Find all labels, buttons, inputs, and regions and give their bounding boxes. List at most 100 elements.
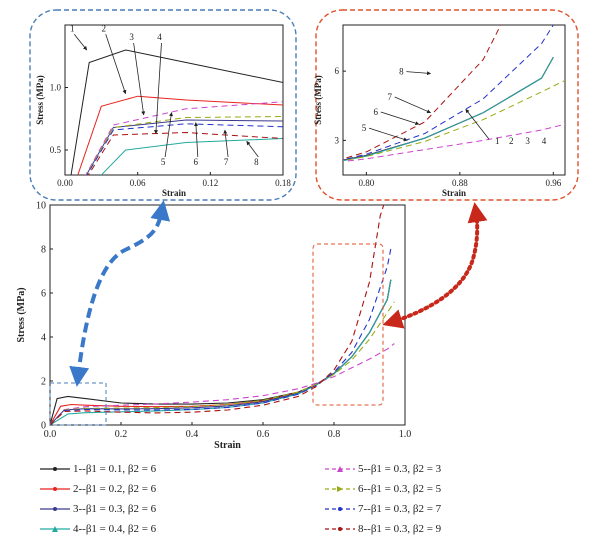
legend-label-2: 2--β1 = 0.2, β2 = 6 bbox=[73, 483, 157, 495]
y-tick-label-inset_right-0: 3 bbox=[335, 135, 340, 145]
callout-arrow-left-5 bbox=[164, 112, 174, 158]
x-tick-label-inset_left-1: 0.06 bbox=[130, 178, 146, 188]
callout-arrow-right-8 bbox=[406, 71, 432, 76]
callout-arrow-right-6 bbox=[380, 111, 420, 126]
curve-label-left-1: 1 bbox=[70, 23, 75, 33]
series-line-inset_left-1 bbox=[70, 49, 283, 175]
curve-label-right-2: 2 bbox=[509, 136, 514, 146]
legend-item-1: 1--β1 = 0.1, β2 = 6 bbox=[40, 462, 156, 476]
callout-arrow-right-7 bbox=[394, 96, 431, 114]
legend-item-6: 6--β1 = 0.3, β2 = 5 bbox=[325, 482, 441, 496]
y-tick-label-inset_left-0: 0.5 bbox=[50, 145, 62, 155]
callout-arrow-right-group bbox=[465, 108, 490, 140]
y-tick-label-inset_left-1: 1.0 bbox=[50, 83, 62, 93]
callout-arrow-left-7 bbox=[223, 129, 229, 158]
curve-label-left-2: 2 bbox=[102, 23, 107, 33]
legend-label-6: 6--β1 = 0.3, β2 = 5 bbox=[358, 483, 442, 495]
callout-arrow-left-8 bbox=[246, 140, 259, 158]
x-axis-title-inset_left: Strain bbox=[162, 188, 186, 198]
callout-arrow-left-4 bbox=[154, 42, 162, 135]
series-line-main-4 bbox=[50, 279, 392, 425]
series-line-inset_right-6 bbox=[343, 79, 565, 162]
y-tick-label-main-4: 8 bbox=[41, 244, 46, 255]
x-tick-label-inset_right-0: 0.80 bbox=[358, 178, 374, 188]
legend-label-4: 4--β1 = 0.4, β2 = 6 bbox=[73, 523, 157, 535]
inset-left-plot: 0.00 0.06 0.12 0.18 0.5 1.0 Strain Stress (MPa)… bbox=[35, 23, 291, 198]
y-tick-label-main-2: 4 bbox=[41, 332, 46, 343]
inset-right-frame bbox=[315, 9, 579, 201]
series-line-main-8 bbox=[50, 205, 385, 425]
series-line-main-7 bbox=[50, 248, 392, 425]
zoom-box-right bbox=[312, 243, 384, 406]
curve-label-right-7: 7 bbox=[387, 92, 392, 102]
y-axis-title-inset_right: Stress (MPa) bbox=[313, 75, 323, 125]
series-line-inset_left-3 bbox=[85, 119, 283, 175]
series-line-inset_left-5 bbox=[85, 101, 283, 175]
red-connector-arrow bbox=[382, 202, 488, 329]
series-line-main-6 bbox=[50, 301, 395, 425]
x-axis-title-inset_right: Strain bbox=[442, 188, 466, 198]
plot-frame-inset_right bbox=[342, 24, 566, 176]
series-line-inset_left-6 bbox=[85, 116, 283, 175]
legend-item-5: 5--β1 = 0.3, β2 = 3 bbox=[325, 462, 441, 476]
curve-label-right-1: 1 bbox=[495, 136, 500, 146]
x-tick-label-main-2: 0.4 bbox=[186, 429, 199, 440]
x-tick-label-main-1: 0.2 bbox=[115, 429, 128, 440]
series-line-inset_left-8 bbox=[87, 131, 283, 175]
x-tick-label-main-0: 0.0 bbox=[44, 429, 57, 440]
inset-left-frame bbox=[29, 9, 297, 201]
curve-label-right-5: 5 bbox=[362, 123, 367, 133]
x-tick-label-main-3: 0.6 bbox=[257, 429, 270, 440]
y-tick-label-main-5: 10 bbox=[36, 200, 46, 211]
legend-label-1: 1--β1 = 0.1, β2 = 6 bbox=[73, 463, 157, 475]
curve-label-left-6: 6 bbox=[194, 157, 199, 167]
y-axis-title-inset_left: Stress (MPa) bbox=[35, 75, 45, 125]
y-axis-title-main: Stress (MPa) bbox=[16, 287, 27, 342]
plot-frame-main bbox=[49, 204, 406, 426]
callout-arrow-left-6 bbox=[194, 122, 199, 158]
curve-label-left-8: 8 bbox=[254, 157, 259, 167]
curve-label-left-3: 3 bbox=[129, 32, 134, 42]
callout-arrow-right-5 bbox=[368, 127, 408, 142]
legend-label-5: 5--β1 = 0.3, β2 = 3 bbox=[358, 463, 442, 475]
y-tick-label-main-1: 2 bbox=[41, 376, 46, 387]
curve-label-right-3: 3 bbox=[525, 136, 530, 146]
series-line-inset_right-8 bbox=[343, 25, 502, 160]
legend-label-7: 7--β1 = 0.3, β2 = 7 bbox=[358, 503, 442, 515]
x-tick-label-inset_right-1: 0.88 bbox=[452, 178, 468, 188]
legend-item-7: 7--β1 = 0.3, β2 = 7 bbox=[325, 502, 441, 516]
plot-frame-inset_left bbox=[64, 24, 284, 176]
curve-label-right-6: 6 bbox=[373, 107, 378, 117]
series-line-inset_left-2 bbox=[77, 95, 283, 175]
blue-connector-arrow bbox=[69, 200, 171, 387]
curve-label-left-4: 4 bbox=[157, 32, 162, 42]
y-tick-label-main-0: 0 bbox=[41, 420, 46, 431]
legend-item-3: 3--β1 = 0.3, β2 = 6 bbox=[40, 502, 156, 516]
main-plot: 0.0 0.2 0.4 0.6 0.8 1.0 0 2 4 6 8 10 Strain Stress (M… bbox=[16, 200, 411, 451]
series-line-inset_right-4 bbox=[343, 57, 554, 162]
x-tick-label-inset_left-2: 0.12 bbox=[202, 178, 218, 188]
y-tick-label-inset_right-1: 6 bbox=[335, 66, 340, 76]
x-tick-label-inset_left-0: 0.00 bbox=[57, 178, 73, 188]
curve-label-right-8: 8 bbox=[399, 67, 404, 77]
curve-label-left-7: 7 bbox=[224, 157, 229, 167]
y-tick-label-main-3: 6 bbox=[41, 288, 46, 299]
x-tick-label-inset_right-2: 0.96 bbox=[545, 178, 561, 188]
curve-label-right-4: 4 bbox=[542, 136, 547, 146]
x-tick-label-main-5: 1.0 bbox=[399, 429, 412, 440]
x-tick-label-inset_left-3: 0.18 bbox=[275, 178, 291, 188]
legend-item-8: 8--β1 = 0.3, β2 = 9 bbox=[325, 522, 441, 536]
callout-arrow-left-1 bbox=[73, 34, 88, 51]
legend-label-8: 8--β1 = 0.3, β2 = 9 bbox=[358, 523, 442, 535]
x-axis-title-main: Strain bbox=[214, 440, 241, 451]
curve-label-left-5: 5 bbox=[161, 157, 166, 167]
callout-arrow-left-2 bbox=[105, 34, 127, 95]
legend-label-3: 3--β1 = 0.3, β2 = 6 bbox=[73, 503, 157, 515]
series-line-main-5 bbox=[50, 343, 395, 425]
legend-item-2: 2--β1 = 0.2, β2 = 6 bbox=[40, 482, 156, 496]
x-tick-label-main-4: 0.8 bbox=[328, 429, 341, 440]
callout-arrow-left-3 bbox=[133, 42, 146, 116]
legend-item-4: 4--β1 = 0.4, β2 = 6 bbox=[40, 522, 156, 536]
